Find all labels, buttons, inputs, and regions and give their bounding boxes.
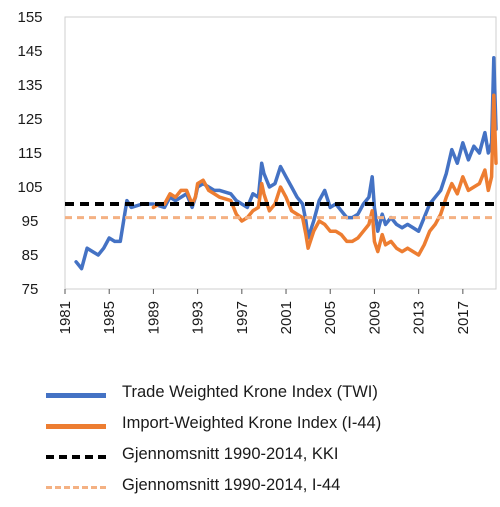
y-tick-label: 105 xyxy=(17,179,42,196)
x-tick-label: 2005 xyxy=(322,301,339,334)
legend-item-avg-i44: Gjennomsnitt 1990-2014, I-44 xyxy=(44,473,484,504)
plot-frame xyxy=(64,16,497,290)
legend-swatch-avg-kki xyxy=(46,455,106,459)
legend-label-twi: Trade Weighted Krone Index (TWI) xyxy=(122,383,378,401)
x-tick-label: 1981 xyxy=(57,301,74,334)
legend-item-avg-kki: Gjennomsnitt 1990-2014, KKI xyxy=(44,442,484,473)
legend-item-i44: Import-Weighted Krone Index (I-44) xyxy=(44,411,484,442)
y-tick-label: 125 xyxy=(17,111,42,128)
x-tick-label: 2009 xyxy=(366,301,383,334)
series-lines xyxy=(74,56,498,271)
x-tick-label: 2013 xyxy=(411,301,428,334)
legend-item-twi: Trade Weighted Krone Index (TWI) xyxy=(44,380,484,411)
legend: Trade Weighted Krone Index (TWI) Import-… xyxy=(44,380,484,504)
reference-lines xyxy=(65,202,496,220)
y-tick-label: 85 xyxy=(22,247,39,264)
x-tick-label: 2001 xyxy=(278,301,295,334)
x-axis: 1981 1985 1989 1993 1997 2001 2005 2009 2013 2017 xyxy=(57,289,472,334)
y-tick-label: 155 xyxy=(17,9,42,26)
series-line-0 xyxy=(74,56,498,271)
y-axis: 75 85 95 105 115 125 135 145 155 xyxy=(17,9,42,298)
legend-label-avg-kki: Gjennomsnitt 1990-2014, KKI xyxy=(122,445,339,463)
x-tick-label: 1985 xyxy=(101,301,118,334)
y-tick-label: 75 xyxy=(22,281,39,298)
legend-label-i44: Import-Weighted Krone Index (I-44) xyxy=(122,414,382,432)
legend-swatch-twi xyxy=(46,393,106,398)
legend-swatch-avg-i44 xyxy=(46,486,106,489)
y-tick-label: 145 xyxy=(17,43,42,60)
y-tick-label: 115 xyxy=(18,145,42,162)
x-tick-label: 1989 xyxy=(145,301,162,334)
x-tick-label: 1993 xyxy=(190,301,207,334)
x-tick-label: 2017 xyxy=(455,301,472,334)
line-chart: 75 85 95 105 115 125 135 145 155 1981 1985 1989 199… xyxy=(17,9,498,334)
x-tick-label: 1997 xyxy=(234,301,251,334)
y-tick-label: 95 xyxy=(22,213,39,230)
legend-label-avg-i44: Gjennomsnitt 1990-2014, I-44 xyxy=(122,476,341,494)
legend-swatch-i44 xyxy=(46,424,106,429)
y-tick-label: 135 xyxy=(17,77,42,94)
